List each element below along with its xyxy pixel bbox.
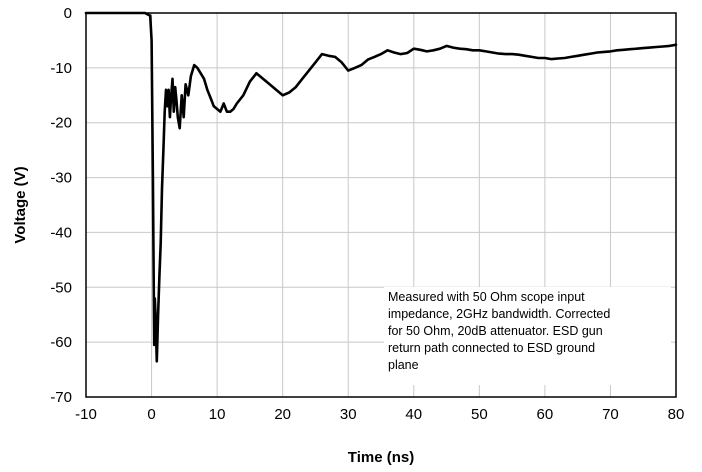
x-tick-label: 50 [471,406,488,423]
x-tick-label: -10 [75,406,97,423]
y-tick-label: -60 [50,334,72,351]
y-tick-label: -50 [50,279,72,296]
note-line: plane [388,358,419,372]
voltage-series-line [84,11,678,363]
note-line: Measured with 50 Ohm scope input [388,290,585,304]
x-tick-label: 0 [147,406,155,423]
y-tick-label: -70 [50,389,72,406]
series-layer [84,11,678,363]
x-tick-label: 80 [668,406,685,423]
y-tick-label: -20 [50,115,72,132]
note-line: for 50 Ohm, 20dB attenuator. ESD gun [388,324,603,338]
plot-frame [85,12,677,398]
y-tick-label: 0 [64,5,72,22]
y-tick-label: -10 [50,60,72,77]
x-tick-labels: -10 0 10 20 30 40 50 60 70 80 [75,406,684,423]
y-tick-labels: 0 -10 -20 -30 -40 -50 -60 -70 [50,5,72,406]
measurement-note: Measured with 50 Ohm scope input impedan… [384,287,671,385]
y-tick-label: -40 [50,224,72,241]
note-line: return path connected to ESD ground [388,341,595,355]
x-tick-label: 10 [209,406,226,423]
note-line: impedance, 2GHz bandwidth. Corrected [388,307,610,321]
x-tick-label: 40 [405,406,422,423]
y-axis-label: Voltage (V) [12,166,29,243]
x-tick-label: 60 [537,406,554,423]
x-tick-label: 70 [602,406,619,423]
y-tick-label: -30 [50,170,72,187]
x-axis-label: Time (ns) [348,449,414,466]
note-box [384,287,671,385]
x-tick-label: 30 [340,406,357,423]
x-tick-label: 20 [274,406,291,423]
